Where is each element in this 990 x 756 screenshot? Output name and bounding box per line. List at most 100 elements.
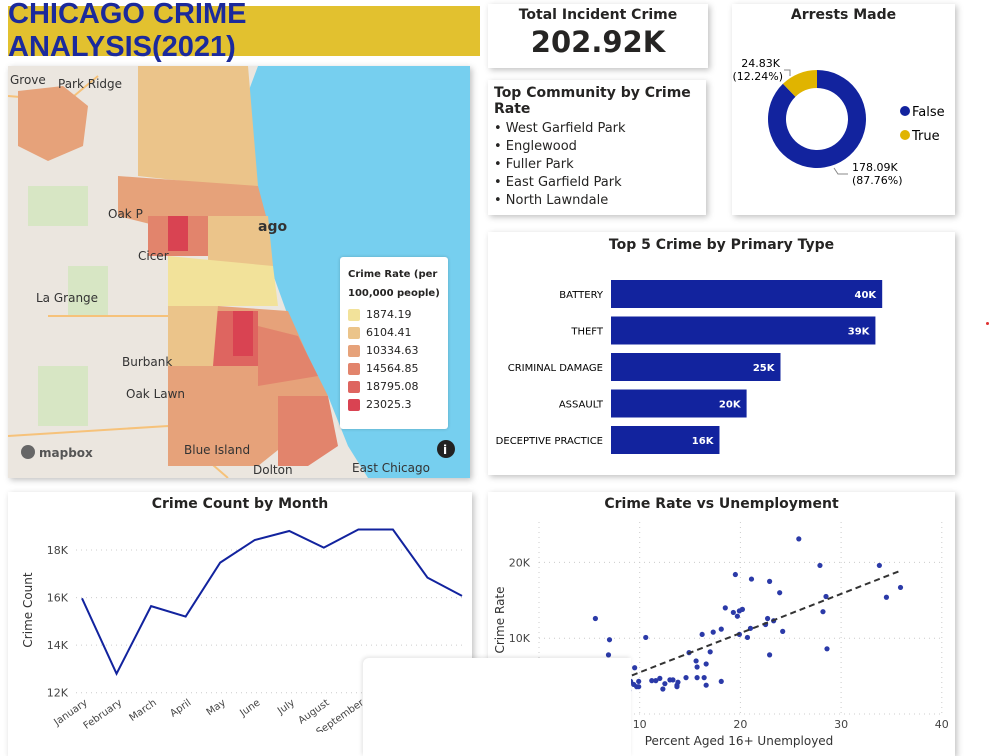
category-label: CRIMINAL DAMAGE xyxy=(508,363,603,374)
community-item: • North Lawndale xyxy=(494,193,609,208)
legend-label[interactable]: True xyxy=(911,129,940,144)
crime-rate-map[interactable]: Grove Park Ridge Oak P Cicer La Grange B… xyxy=(8,66,470,478)
scatter-point[interactable] xyxy=(744,634,751,641)
scatter-point[interactable] xyxy=(699,631,705,638)
scatter-point[interactable] xyxy=(722,605,728,611)
overlay-panel xyxy=(363,658,631,756)
scatter-point[interactable] xyxy=(694,675,700,681)
scatter-point[interactable] xyxy=(883,594,890,600)
scatter-point[interactable] xyxy=(707,649,713,655)
scatter-point[interactable] xyxy=(657,675,663,681)
bar[interactable] xyxy=(611,316,876,345)
scatter-point[interactable] xyxy=(710,629,716,635)
category-label: BATTERY xyxy=(559,290,604,301)
category-label: DECEPTIVE PRACTICE xyxy=(496,436,603,447)
scatter-point[interactable] xyxy=(660,686,666,692)
scatter-point[interactable] xyxy=(732,571,738,578)
legend-item: 6104.41 xyxy=(348,326,440,339)
scatter-point[interactable] xyxy=(636,678,642,685)
scatter-point[interactable] xyxy=(767,652,773,658)
scatter-point[interactable] xyxy=(632,665,638,671)
y-tick-label: 10K xyxy=(509,632,531,645)
place-label: Dolton xyxy=(253,463,293,477)
scatter-point[interactable] xyxy=(739,606,746,612)
x-tick-label: 40 xyxy=(935,718,949,731)
bar[interactable] xyxy=(611,280,883,308)
scatter-point[interactable] xyxy=(767,578,773,584)
top-community-card: Top Community by Crime Rate • West Garfi… xyxy=(488,80,706,215)
scatter-point[interactable] xyxy=(694,664,700,670)
scatter-point[interactable] xyxy=(662,681,668,687)
place-label: Cicer xyxy=(138,249,169,263)
scatter-point[interactable] xyxy=(674,684,680,690)
scatter-point[interactable] xyxy=(653,678,659,684)
x-tick-label: 30 xyxy=(834,718,848,731)
scatter-point[interactable] xyxy=(683,675,689,681)
legend-swatch xyxy=(348,362,360,375)
scatter-point[interactable] xyxy=(897,584,904,591)
bar-value-label: 40K xyxy=(855,290,878,301)
y-tick-label: 20K xyxy=(509,556,531,569)
scatter-point[interactable] xyxy=(703,682,709,688)
y-tick-label: 12K xyxy=(47,687,69,700)
kpi-card: Total Incident Crime 202.92K xyxy=(488,4,708,68)
x-tick-label: 20 xyxy=(733,718,747,731)
scatter-point[interactable] xyxy=(718,678,724,685)
scatter-point[interactable] xyxy=(823,593,829,600)
legend-marker[interactable] xyxy=(900,106,910,116)
svg-text:i: i xyxy=(443,443,447,457)
scatter-point[interactable] xyxy=(670,677,676,683)
place-label: Blue Island xyxy=(184,443,250,457)
scatter-point[interactable] xyxy=(730,609,736,616)
cursor-dot xyxy=(986,322,989,325)
scatter-point[interactable] xyxy=(876,562,882,569)
scatter-point[interactable] xyxy=(824,646,830,652)
donut-slice-true[interactable] xyxy=(782,70,817,97)
bar[interactable] xyxy=(611,353,781,381)
legend-swatch xyxy=(348,344,360,357)
scatter-point[interactable] xyxy=(703,661,709,667)
scatter-point[interactable] xyxy=(649,678,655,684)
data-label: 24.83K xyxy=(741,57,780,70)
scatter-point[interactable] xyxy=(675,679,681,685)
line-series[interactable] xyxy=(81,528,463,676)
scatter-point[interactable] xyxy=(605,652,612,658)
info-icon[interactable] xyxy=(437,440,455,458)
place-label: Grove xyxy=(10,73,46,87)
scatter-point[interactable] xyxy=(718,626,724,632)
scatter-point[interactable] xyxy=(817,562,823,569)
scatter-point[interactable] xyxy=(780,628,786,634)
bar[interactable] xyxy=(611,426,720,454)
legend-marker[interactable] xyxy=(900,130,910,140)
x-tick-label: July xyxy=(275,697,297,717)
bar[interactable] xyxy=(611,389,747,418)
scatter-point[interactable] xyxy=(592,615,598,622)
scatter-point[interactable] xyxy=(693,658,699,664)
bar-value-label: 16K xyxy=(692,436,715,447)
line-chart-title: Crime Count by Month xyxy=(151,496,329,512)
donut-slice-false[interactable] xyxy=(768,70,866,168)
scatter-point[interactable] xyxy=(643,634,649,641)
scatter-point[interactable] xyxy=(764,615,771,622)
scatter-point[interactable] xyxy=(796,536,802,542)
scatter-point[interactable] xyxy=(701,675,707,681)
place-label: Burbank xyxy=(122,355,172,369)
mapbox-attribution[interactable]: mapbox xyxy=(39,446,93,460)
kpi-value: 202.92K xyxy=(530,25,666,59)
scatter-point[interactable] xyxy=(734,613,740,619)
scatter-point[interactable] xyxy=(777,590,783,596)
scatter-point[interactable] xyxy=(606,637,613,643)
scatter-point[interactable] xyxy=(748,576,755,582)
bar-value-label: 25K xyxy=(753,363,776,374)
x-tick-label: 10 xyxy=(633,718,647,731)
place-label: Park Ridge xyxy=(58,77,122,91)
legend-label: 1874.19 xyxy=(366,308,412,321)
legend-swatch xyxy=(348,308,360,321)
legend-label: 10334.63 xyxy=(366,344,419,357)
scatter-point[interactable] xyxy=(636,684,642,690)
scatter-point[interactable] xyxy=(820,609,826,615)
bar-value-label: 20K xyxy=(719,400,742,411)
dashboard-title-banner: CHICAGO CRIME ANALYSIS(2021) xyxy=(8,0,480,63)
legend-label[interactable]: False xyxy=(912,105,945,120)
bar-chart-title: Top 5 Crime by Primary Type xyxy=(608,237,835,253)
